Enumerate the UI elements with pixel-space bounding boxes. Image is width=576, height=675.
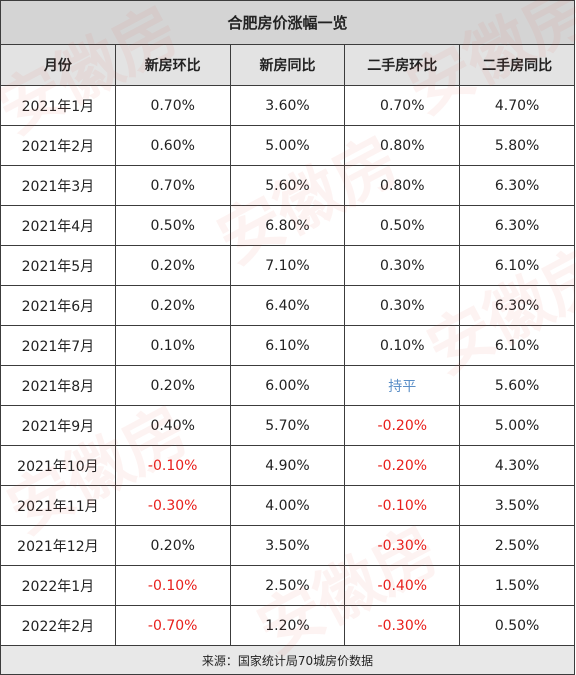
- cell-new-yoy: 6.40%: [229, 285, 346, 326]
- footer-row: 来源：国家统计局70城房价数据: [0, 645, 575, 675]
- cell-month: 2021年7月: [0, 325, 116, 366]
- cell-new-mom: 0.20%: [114, 245, 231, 286]
- cell-used-yoy: 6.30%: [459, 205, 575, 246]
- source-note: 来源：国家统计局70城房价数据: [0, 645, 575, 675]
- cell-used-mom: -0.30%: [344, 605, 461, 646]
- cell-month: 2021年5月: [0, 245, 116, 286]
- table-row: 2021年3月 0.70% 5.60% 0.80% 6.30%: [0, 165, 575, 206]
- cell-used-mom: 0.80%: [344, 125, 461, 166]
- cell-new-yoy: 4.90%: [229, 445, 346, 486]
- cell-used-yoy: 6.30%: [459, 285, 575, 326]
- table-row: 2022年2月 -0.70% 1.20% -0.30% 0.50%: [0, 605, 575, 646]
- cell-used-mom: 0.30%: [344, 285, 461, 326]
- cell-month: 2021年12月: [0, 525, 116, 566]
- cell-used-mom: -0.10%: [344, 485, 461, 526]
- table-row: 2021年2月 0.60% 5.00% 0.80% 5.80%: [0, 125, 575, 166]
- cell-new-mom: -0.70%: [114, 605, 231, 646]
- cell-new-yoy: 6.00%: [229, 365, 346, 406]
- cell-new-mom: 0.20%: [114, 285, 231, 326]
- cell-used-mom: -0.20%: [344, 445, 461, 486]
- cell-month: 2021年6月: [0, 285, 116, 326]
- cell-new-mom: 0.60%: [114, 125, 231, 166]
- header-new-yoy: 新房同比: [229, 44, 346, 86]
- table-title: 合肥房价涨幅一览: [0, 0, 575, 45]
- header-used-mom: 二手房环比: [344, 44, 461, 86]
- cell-new-yoy: 1.20%: [229, 605, 346, 646]
- table-row: 2021年8月 0.20% 6.00% 持平 5.60%: [0, 365, 575, 406]
- cell-used-mom: 0.50%: [344, 205, 461, 246]
- cell-used-yoy: 3.50%: [459, 485, 575, 526]
- cell-used-yoy: 6.10%: [459, 245, 575, 286]
- cell-month: 2021年1月: [0, 85, 116, 126]
- cell-used-yoy: 2.50%: [459, 525, 575, 566]
- table-row: 2021年10月 -0.10% 4.90% -0.20% 4.30%: [0, 445, 575, 486]
- table-row: 2021年5月 0.20% 7.10% 0.30% 6.10%: [0, 245, 575, 286]
- cell-used-yoy: 6.30%: [459, 165, 575, 206]
- table-row: 2021年1月 0.70% 3.60% 0.70% 4.70%: [0, 85, 575, 126]
- table-row: 2021年6月 0.20% 6.40% 0.30% 6.30%: [0, 285, 575, 326]
- cell-new-mom: 0.70%: [114, 85, 231, 126]
- table-row: 2021年12月 0.20% 3.50% -0.30% 2.50%: [0, 525, 575, 566]
- table-row: 2021年7月 0.10% 6.10% 0.10% 6.10%: [0, 325, 575, 366]
- cell-new-yoy: 3.50%: [229, 525, 346, 566]
- cell-new-yoy: 4.00%: [229, 485, 346, 526]
- cell-new-yoy: 5.60%: [229, 165, 346, 206]
- cell-used-mom: -0.40%: [344, 565, 461, 606]
- cell-month: 2021年2月: [0, 125, 116, 166]
- header-used-yoy: 二手房同比: [459, 44, 575, 86]
- table-row: 2022年1月 -0.10% 2.50% -0.40% 1.50%: [0, 565, 575, 606]
- header-row: 月份 新房环比 新房同比 二手房环比 二手房同比: [0, 44, 575, 86]
- table-row: 2021年9月 0.40% 5.70% -0.20% 5.00%: [0, 405, 575, 446]
- cell-new-yoy: 6.10%: [229, 325, 346, 366]
- header-new-mom: 新房环比: [114, 44, 231, 86]
- cell-used-mom: -0.20%: [344, 405, 461, 446]
- cell-new-yoy: 3.60%: [229, 85, 346, 126]
- table-row: 2021年11月 -0.30% 4.00% -0.10% 3.50%: [0, 485, 575, 526]
- cell-new-mom: 0.20%: [114, 365, 231, 406]
- cell-new-mom: 0.20%: [114, 525, 231, 566]
- cell-month: 2021年11月: [0, 485, 116, 526]
- cell-month: 2021年4月: [0, 205, 116, 246]
- cell-month: 2022年2月: [0, 605, 116, 646]
- cell-used-mom: 0.70%: [344, 85, 461, 126]
- cell-new-yoy: 5.70%: [229, 405, 346, 446]
- cell-used-yoy: 4.70%: [459, 85, 575, 126]
- cell-used-yoy: 5.80%: [459, 125, 575, 166]
- cell-new-mom: 0.40%: [114, 405, 231, 446]
- cell-month: 2021年10月: [0, 445, 116, 486]
- cell-used-mom: 0.80%: [344, 165, 461, 206]
- cell-used-yoy: 6.10%: [459, 325, 575, 366]
- cell-used-yoy: 4.30%: [459, 445, 575, 486]
- cell-month: 2021年3月: [0, 165, 116, 206]
- table-row: 2021年4月 0.50% 6.80% 0.50% 6.30%: [0, 205, 575, 246]
- cell-used-yoy: 0.50%: [459, 605, 575, 646]
- cell-new-yoy: 6.80%: [229, 205, 346, 246]
- cell-new-mom: -0.10%: [114, 445, 231, 486]
- cell-used-mom: 持平: [344, 365, 461, 406]
- cell-used-mom: 0.10%: [344, 325, 461, 366]
- table-body: 2021年1月 0.70% 3.60% 0.70% 4.70% 2021年2月 0.60% 5…: [0, 85, 575, 646]
- cell-used-yoy: 1.50%: [459, 565, 575, 606]
- cell-new-yoy: 5.00%: [229, 125, 346, 166]
- cell-month: 2021年9月: [0, 405, 116, 446]
- cell-new-mom: 0.70%: [114, 165, 231, 206]
- cell-new-yoy: 2.50%: [229, 565, 346, 606]
- title-row: 合肥房价涨幅一览: [0, 0, 575, 45]
- header-month: 月份: [0, 44, 116, 86]
- cell-used-yoy: 5.60%: [459, 365, 575, 406]
- cell-new-yoy: 7.10%: [229, 245, 346, 286]
- cell-used-mom: -0.30%: [344, 525, 461, 566]
- cell-used-mom: 0.30%: [344, 245, 461, 286]
- cell-new-mom: -0.10%: [114, 565, 231, 606]
- cell-new-mom: 0.10%: [114, 325, 231, 366]
- cell-month: 2022年1月: [0, 565, 116, 606]
- cell-used-yoy: 5.00%: [459, 405, 575, 446]
- cell-new-mom: -0.30%: [114, 485, 231, 526]
- cell-new-mom: 0.50%: [114, 205, 231, 246]
- cell-month: 2021年8月: [0, 365, 116, 406]
